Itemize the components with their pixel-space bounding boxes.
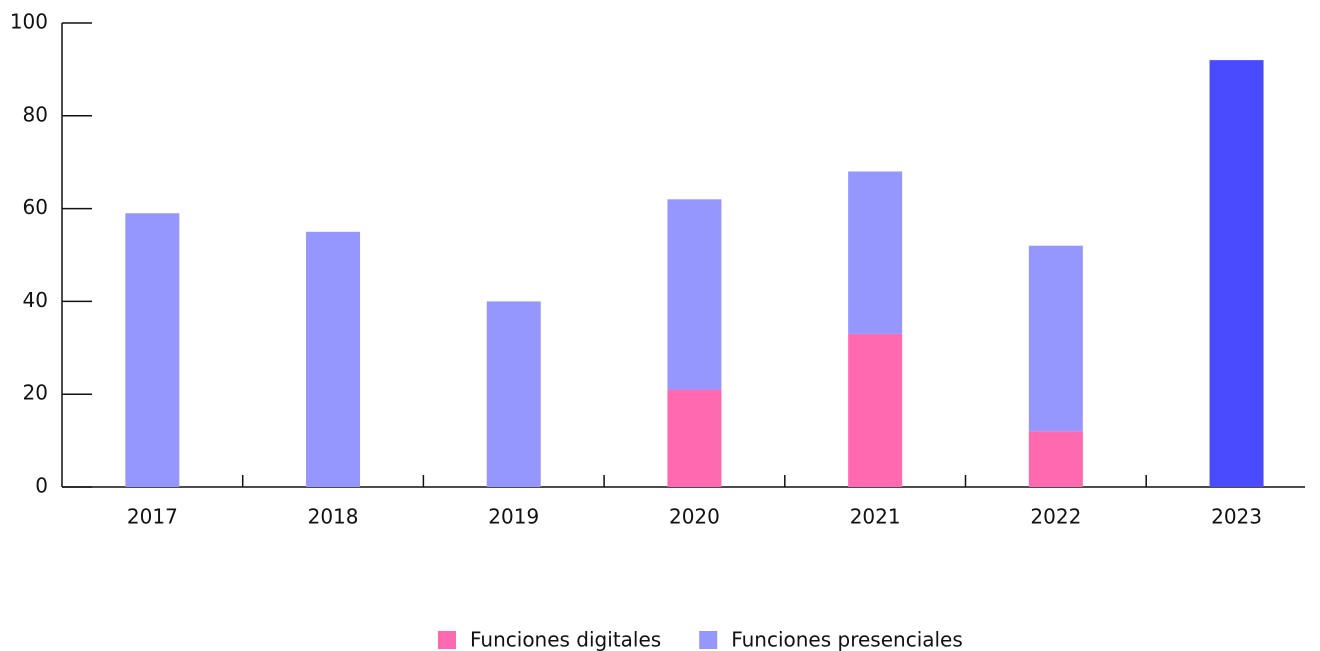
bar-segment: [667, 389, 722, 487]
y-tick-label: 0: [35, 474, 48, 498]
y-tick-label: 80: [23, 102, 48, 126]
y-tick-label: 40: [23, 288, 48, 312]
bar-segment: [1209, 60, 1264, 488]
x-tick-label: 2019: [488, 505, 539, 529]
bar-segment: [306, 231, 361, 487]
bar-segment: [667, 199, 722, 390]
legend-swatch: [699, 631, 718, 649]
x-tick-label: 2017: [127, 505, 178, 529]
legend-swatch: [438, 631, 456, 649]
y-tick-label: 100: [10, 10, 48, 34]
x-tick-label: 2023: [1211, 505, 1262, 529]
bar-segment: [1028, 431, 1083, 487]
legend-label: Funciones presenciales: [731, 628, 963, 651]
bar-segment: [848, 171, 903, 334]
bar-segment: [848, 333, 903, 487]
bar-segment: [486, 301, 541, 487]
x-tick-label: 2021: [850, 505, 901, 529]
bar-segment: [125, 213, 180, 488]
y-tick-label: 60: [23, 195, 48, 219]
bar-segment: [1028, 245, 1083, 432]
y-tick-label: 20: [23, 381, 48, 405]
x-tick-label: 2022: [1030, 505, 1081, 529]
legend-label: Funciones digitales: [470, 628, 661, 651]
x-tick-label: 2020: [669, 505, 720, 529]
x-tick-label: 2018: [308, 505, 359, 529]
